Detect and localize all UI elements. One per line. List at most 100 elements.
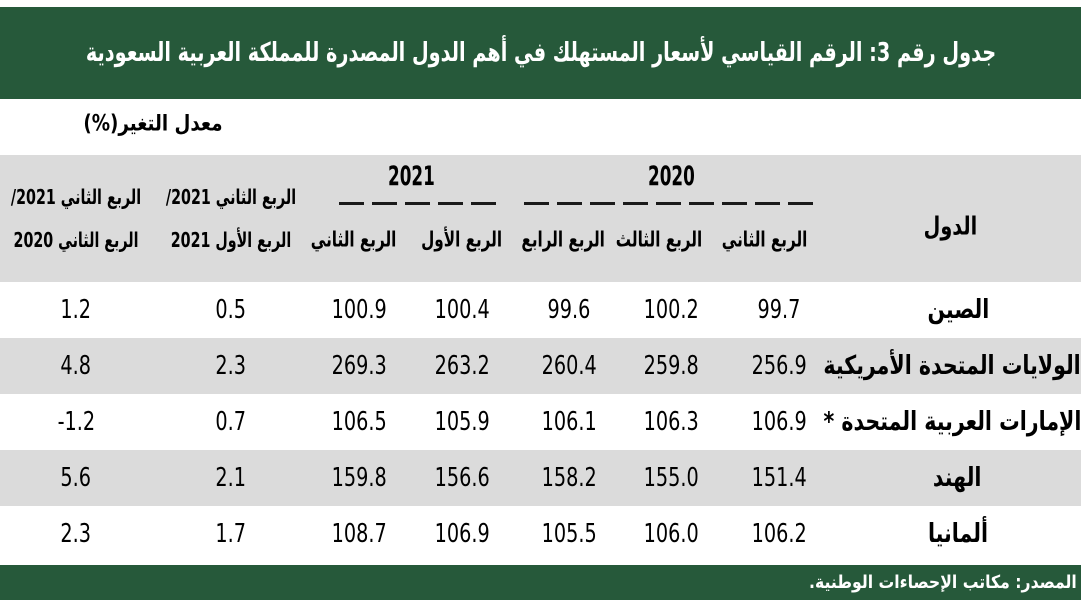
- value-q2-2021: 106.5: [299, 394, 419, 450]
- q2-2020-text: 256.9: [751, 351, 807, 381]
- value-q1-2021: 156.6: [402, 450, 522, 506]
- country-name: الإمارات العربية المتحدة *: [820, 394, 1081, 450]
- column-group-year-2021: 2021: [311, 161, 511, 192]
- chg-year-text: 4.8: [60, 351, 92, 381]
- table-row-uae: الإمارات العربية المتحدة * 106.9 106.3 1…: [0, 394, 1081, 450]
- column-header-change-quarterly-line1: الربع الثاني 2021/: [165, 185, 297, 210]
- q3-2020-text: الربع الثالث: [615, 227, 703, 253]
- value-change-quarterly: 1.7: [171, 506, 291, 562]
- table-title-bar: جدول رقم 3: الرقم القياسي لأسعار المستهل…: [0, 7, 1081, 99]
- chg-quarter-text: 2.1: [215, 463, 247, 493]
- value-q4-2020: 260.4: [509, 338, 629, 394]
- value-change-yearly: 1.2: [16, 282, 136, 338]
- q1-2021-text: 100.4: [434, 295, 490, 325]
- value-q3-2020: 155.0: [611, 450, 731, 506]
- q1-2021-text: 106.9: [434, 519, 490, 549]
- chg-year-text: 1.2: [60, 295, 92, 325]
- chg-year-text: 2.3: [60, 519, 92, 549]
- value-q2-2021: 269.3: [299, 338, 419, 394]
- value-change-quarterly: 0.5: [171, 282, 291, 338]
- chg-year-text: 5.6: [60, 463, 92, 493]
- table-header-row: الدول 2020 2021 الربع الثاني الربع الثال…: [0, 155, 1081, 282]
- table-row-india: الهند 151.4 155.0 158.2 156.6 159.8 2.1 …: [0, 450, 1081, 506]
- column-header-change-quarterly: الربع الثاني 2021/ الربع الأول 2021: [160, 176, 303, 262]
- countries-text: الدول: [923, 211, 978, 241]
- country-name: الصين: [820, 282, 1081, 338]
- q2-2021-text: 108.7: [331, 519, 387, 549]
- value-change-quarterly: 2.1: [171, 450, 291, 506]
- q4-2020-text: 106.1: [541, 407, 597, 437]
- column-header-q2-2021: الربع الثاني: [294, 224, 414, 256]
- q2-2021-text: 106.5: [331, 407, 387, 437]
- value-change-yearly: 4.8: [16, 338, 136, 394]
- column-header-q3-2020: الربع الثالث: [599, 224, 719, 256]
- table-title: جدول رقم 3: الرقم القياسي لأسعار المستهل…: [85, 38, 996, 68]
- value-change-quarterly: 0.7: [171, 394, 291, 450]
- value-q2-2020: 256.9: [719, 338, 839, 394]
- value-q1-2021: 100.4: [402, 282, 522, 338]
- q4-2020-text: 260.4: [541, 351, 597, 381]
- value-change-yearly: 2.3: [16, 506, 136, 562]
- q2-2021-text: 100.9: [331, 295, 387, 325]
- q3-2020-text: 106.0: [643, 519, 699, 549]
- country-text: الإمارات العربية المتحدة *: [823, 407, 1081, 437]
- value-change-quarterly: 2.3: [171, 338, 291, 394]
- q4-2020-text: 105.5: [541, 519, 597, 549]
- column-header-q4-2020: الربع الرابع: [503, 224, 623, 256]
- value-q4-2020: 158.2: [509, 450, 629, 506]
- chg-year-text: -1.2: [57, 407, 95, 437]
- q4-2020-text: 158.2: [541, 463, 597, 493]
- chg-quarter-text: 0.7: [215, 407, 247, 437]
- q1-2021-text: 263.2: [434, 351, 490, 381]
- q1-2021-text: الربع الأول: [421, 227, 503, 253]
- country-text: الولايات المتحدة الأمريكية: [823, 351, 1081, 381]
- q1-2021-text: 105.9: [434, 407, 490, 437]
- change-rate-label-text: معدل التغير(%): [83, 110, 223, 136]
- value-q2-2021: 159.8: [299, 450, 419, 506]
- chg-quarter-text: 1.7: [215, 519, 247, 549]
- q2-2021-text: 159.8: [331, 463, 387, 493]
- year-2021-underline: [339, 202, 496, 205]
- column-header-change-quarterly-line2: الربع الأول 2021: [170, 228, 292, 253]
- column-header-q2-2020: الربع الثاني: [705, 224, 825, 256]
- q2-2020-text: 99.7: [757, 295, 801, 325]
- column-header-change-yearly-line1: الربع الثاني 2021/: [10, 185, 142, 210]
- value-change-yearly: -1.2: [16, 394, 136, 450]
- value-q2-2020: 99.7: [719, 282, 839, 338]
- value-q3-2020: 106.0: [611, 506, 731, 562]
- column-header-countries: الدول: [820, 208, 1081, 244]
- table-row-usa: الولايات المتحدة الأمريكية 256.9 259.8 2…: [0, 338, 1081, 394]
- q2-2020-text: 151.4: [751, 463, 807, 493]
- country-text: الهند: [932, 463, 982, 493]
- year-2020-text: 2020: [647, 160, 695, 192]
- value-q3-2020: 106.3: [611, 394, 731, 450]
- value-q1-2021: 105.9: [402, 394, 522, 450]
- country-text: ألمانيا: [928, 519, 989, 549]
- q3-2020-text: 100.2: [643, 295, 699, 325]
- value-q3-2020: 100.2: [611, 282, 731, 338]
- q4-2020-text: الربع الرابع: [521, 227, 605, 253]
- value-q2-2020: 106.9: [719, 394, 839, 450]
- q2-2020-text: الربع الثاني: [722, 227, 808, 253]
- value-q1-2021: 263.2: [402, 338, 522, 394]
- q4-2020-text: 99.6: [547, 295, 591, 325]
- q1-2021-text: 156.6: [434, 463, 490, 493]
- value-q3-2020: 259.8: [611, 338, 731, 394]
- value-q4-2020: 106.1: [509, 394, 629, 450]
- q2-2021-text: 269.3: [331, 351, 387, 381]
- q3-2020-text: 155.0: [643, 463, 699, 493]
- column-header-q1-2021: الربع الأول: [402, 224, 522, 256]
- q2-2020-text: 106.9: [751, 407, 807, 437]
- q3-2020-text: 259.8: [643, 351, 699, 381]
- change-rate-group-label: معدل التغير(%): [22, 103, 284, 143]
- value-q4-2020: 105.5: [509, 506, 629, 562]
- value-q2-2021: 100.9: [299, 282, 419, 338]
- table-source-bar: المصدر: مكاتب الإحصاءات الوطنية.: [0, 565, 1081, 600]
- country-name: ألمانيا: [820, 506, 1081, 562]
- value-q1-2021: 106.9: [402, 506, 522, 562]
- q2-2020-text: 106.2: [751, 519, 807, 549]
- q2-2021-text: الربع الثاني: [311, 227, 397, 253]
- chg-quarter-text: 0.5: [215, 295, 247, 325]
- value-q2-2020: 151.4: [719, 450, 839, 506]
